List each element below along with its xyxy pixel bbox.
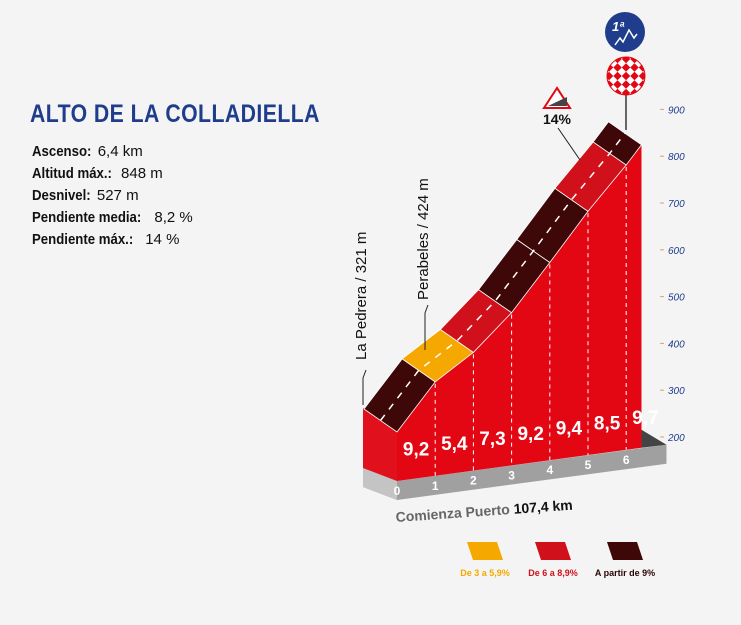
km-label: 2: [470, 474, 477, 488]
category-badge-icon: [605, 12, 645, 52]
annotation-label: La Pedrera / 321 m: [353, 232, 370, 360]
stat-value: 14 %: [145, 231, 180, 248]
gradient-label: 9,4: [556, 419, 583, 440]
gradient-label: 5,4: [441, 434, 468, 455]
y-tick-label: 900: [668, 105, 685, 116]
legend-swatch: [467, 542, 503, 560]
profile-front-face: [397, 144, 642, 481]
y-tick-label: 800: [668, 152, 685, 163]
check: [599, 71, 605, 81]
page-title: ALTO DE LA COLLADIELLA: [30, 100, 320, 128]
stat-row: Pendiente máx.: 14 %: [32, 229, 193, 251]
gradient-label: 9,2: [517, 424, 543, 445]
base-side: [363, 468, 397, 500]
y-tick-label: 200: [667, 433, 685, 444]
km-label: 5: [585, 458, 592, 472]
stat-value: 6,4 km: [97, 143, 143, 160]
km-label: 4: [546, 463, 553, 477]
legend-label: De 6 a 8,9%: [528, 568, 578, 578]
flag-border: [606, 56, 646, 96]
legend-label: De 3 a 5,9%: [460, 568, 510, 578]
legend-label: A partir de 9%: [595, 568, 655, 578]
y-tick-label: 300: [668, 386, 685, 397]
y-tick-label: 500: [668, 293, 685, 304]
stat-row: Ascenso: 6,4 km: [32, 141, 193, 163]
km-label: 6: [623, 453, 630, 467]
legend-swatch: [535, 542, 571, 560]
category-label: 1ª: [612, 19, 625, 34]
x-axis-value: 107,4 km: [513, 497, 573, 517]
stat-label: Pendiente media:: [32, 209, 142, 226]
gradient-label: 9,7: [632, 408, 658, 429]
stat-value: 527 m: [96, 187, 139, 204]
max-gradient-leader: [557, 127, 581, 161]
slope-glyph: [548, 97, 567, 106]
stat-value: 8,2 %: [154, 209, 193, 226]
max-gradient-label: 14%: [543, 111, 572, 127]
base-plate: [363, 444, 667, 500]
km-label: 1: [432, 479, 439, 493]
km-label: 3: [508, 468, 515, 482]
y-tick-label: 700: [668, 199, 685, 210]
legend-swatch: [607, 542, 643, 560]
annotation-label: Perabeles / 424 m: [415, 178, 432, 300]
road-centerline: [379, 132, 626, 421]
stat-row: Desnivel: 527 m: [32, 185, 193, 207]
mountain-icon: [614, 28, 638, 46]
y-tick-label: 600: [668, 246, 685, 257]
check: [647, 71, 653, 81]
km-label: 0: [394, 484, 401, 498]
base-shadow: [641, 429, 667, 448]
annotation-leader: [424, 304, 429, 350]
x-axis-label: Comienza Puerto 107,4 km: [395, 497, 573, 525]
gradient-label: 9,2: [403, 439, 429, 460]
stat-row: Pendiente media: 8,2 %: [32, 207, 193, 229]
stat-label: Ascenso:: [32, 143, 92, 160]
y-tick-label: 400: [668, 339, 685, 350]
stat-value: 848 m: [121, 165, 163, 182]
stat-label: Pendiente máx.:: [32, 231, 134, 248]
gradient-label: 7,3: [479, 429, 505, 450]
gradient-label: 8,5: [594, 413, 621, 434]
stat-label: Desnivel:: [32, 187, 91, 204]
stat-row: Altitud máx.: 848 m: [32, 163, 193, 185]
stats-list: Ascenso: 6,4 km Altitud máx.: 848 m Desn…: [32, 141, 193, 251]
stat-label: Altitud máx.:: [32, 165, 112, 182]
annotation-leader: [362, 369, 367, 405]
